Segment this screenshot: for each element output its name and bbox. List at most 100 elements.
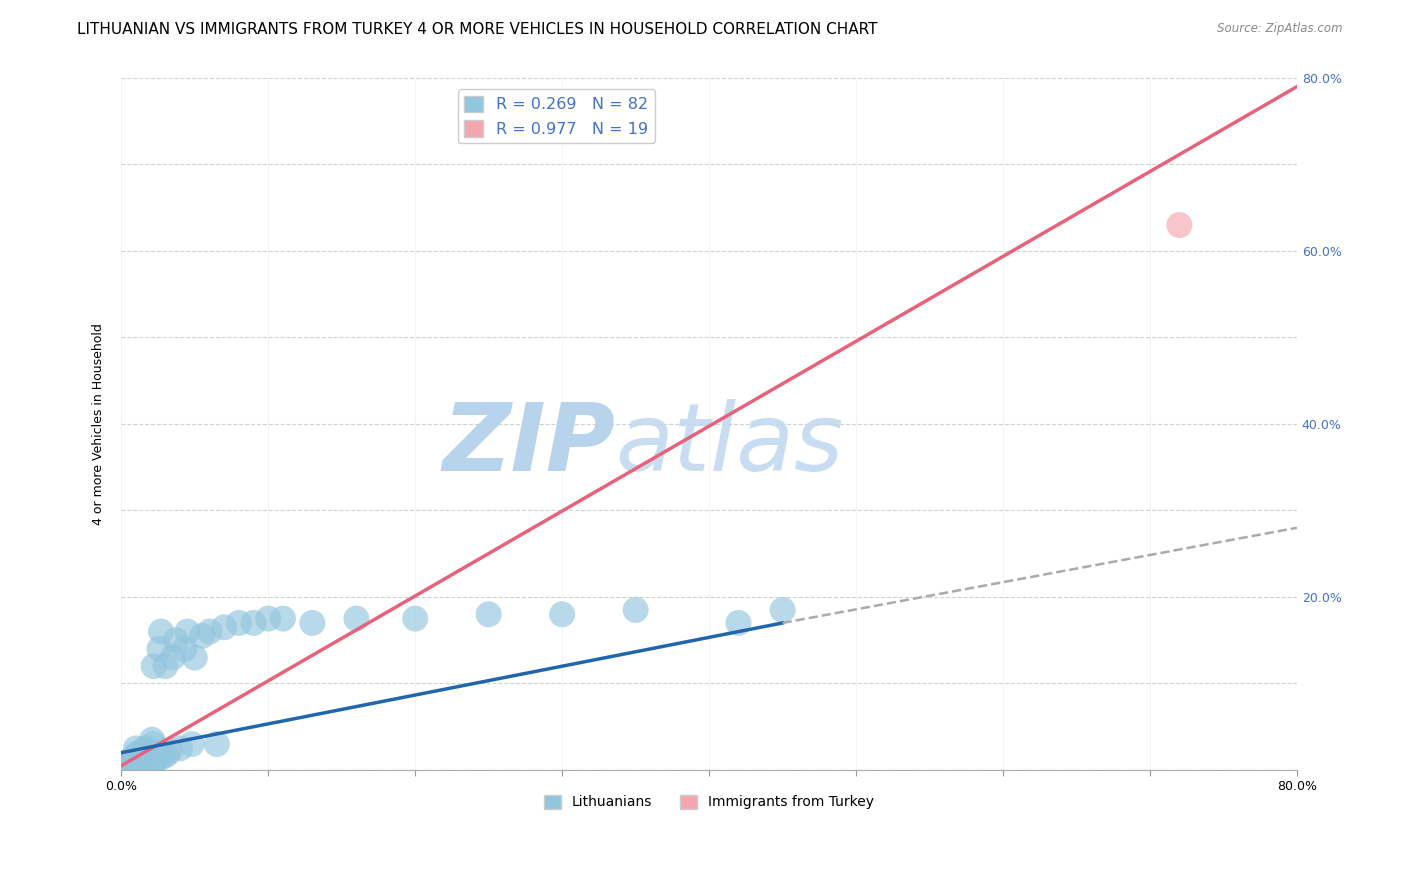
Point — [149, 624, 172, 639]
Text: atlas: atlas — [614, 400, 844, 491]
Point — [124, 750, 146, 764]
Point — [115, 757, 138, 772]
Point — [122, 756, 145, 771]
Point — [114, 760, 136, 774]
Point — [121, 758, 143, 772]
Point — [121, 758, 143, 772]
Point — [138, 746, 160, 760]
Point — [346, 612, 368, 626]
Point — [124, 758, 146, 772]
Point — [184, 650, 207, 665]
Point — [124, 754, 146, 768]
Point — [131, 757, 153, 772]
Point — [141, 755, 163, 769]
Point — [128, 755, 150, 769]
Point — [478, 607, 501, 622]
Point — [156, 747, 179, 762]
Point — [134, 756, 156, 771]
Point — [551, 607, 574, 622]
Point — [118, 756, 141, 771]
Point — [124, 757, 146, 772]
Point — [125, 753, 148, 767]
Point — [125, 756, 148, 771]
Point — [115, 760, 138, 774]
Point — [128, 750, 150, 764]
Point — [138, 756, 160, 770]
Point — [191, 629, 214, 643]
Point — [162, 650, 184, 665]
Point — [129, 755, 152, 769]
Point — [125, 747, 148, 762]
Point — [132, 744, 155, 758]
Point — [118, 758, 141, 772]
Point — [127, 758, 149, 772]
Point — [139, 744, 162, 758]
Point — [198, 624, 221, 639]
Point — [120, 756, 142, 770]
Point — [228, 615, 250, 630]
Point — [148, 641, 170, 656]
Point — [124, 756, 146, 770]
Point — [257, 612, 280, 626]
Point — [134, 741, 156, 756]
Point — [125, 759, 148, 773]
Point — [121, 753, 143, 767]
Point — [271, 612, 294, 626]
Point — [624, 603, 647, 617]
Point — [180, 737, 202, 751]
Point — [129, 751, 152, 765]
Point — [129, 755, 152, 769]
Point — [118, 759, 141, 773]
Point — [125, 756, 148, 770]
Point — [114, 760, 136, 774]
Point — [122, 758, 145, 772]
Point — [121, 755, 143, 769]
Text: LITHUANIAN VS IMMIGRANTS FROM TURKEY 4 OR MORE VEHICLES IN HOUSEHOLD CORRELATION: LITHUANIAN VS IMMIGRANTS FROM TURKEY 4 O… — [77, 22, 877, 37]
Point — [132, 753, 155, 767]
Point — [1168, 218, 1191, 232]
Point — [165, 633, 187, 648]
Point — [120, 756, 142, 770]
Point — [136, 747, 159, 762]
Point — [128, 758, 150, 772]
Point — [112, 761, 135, 775]
Point — [212, 620, 235, 634]
Legend: Lithuanians, Immigrants from Turkey: Lithuanians, Immigrants from Turkey — [538, 789, 880, 815]
Text: Source: ZipAtlas.com: Source: ZipAtlas.com — [1218, 22, 1343, 36]
Point — [176, 624, 198, 639]
Point — [772, 603, 794, 617]
Point — [129, 758, 152, 772]
Point — [131, 754, 153, 768]
Text: ZIP: ZIP — [443, 399, 614, 491]
Point — [122, 755, 145, 769]
Point — [122, 759, 145, 773]
Point — [112, 761, 135, 775]
Point — [727, 615, 749, 630]
Point — [128, 755, 150, 769]
Point — [141, 732, 163, 747]
Point — [301, 615, 323, 630]
Point — [118, 755, 141, 769]
Point — [139, 756, 162, 770]
Point — [145, 751, 167, 765]
Point — [159, 744, 181, 758]
Point — [142, 737, 165, 751]
Y-axis label: 4 or more Vehicles in Household: 4 or more Vehicles in Household — [93, 323, 105, 524]
Point — [120, 759, 142, 773]
Point — [173, 641, 195, 656]
Point — [143, 755, 166, 769]
Point — [242, 615, 264, 630]
Point — [122, 753, 145, 767]
Point — [404, 612, 426, 626]
Point — [152, 750, 174, 764]
Point — [115, 759, 138, 773]
Point — [127, 756, 149, 770]
Point — [135, 756, 157, 771]
Point — [131, 747, 153, 762]
Point — [135, 750, 157, 764]
Point — [155, 659, 177, 673]
Point — [129, 746, 152, 760]
Point — [127, 755, 149, 769]
Point — [127, 747, 149, 762]
Point — [169, 741, 191, 756]
